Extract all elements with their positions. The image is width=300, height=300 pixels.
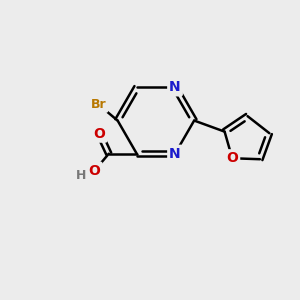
Text: Br: Br [91, 98, 106, 111]
Text: N: N [169, 147, 181, 161]
Text: H: H [76, 169, 86, 182]
Text: O: O [88, 164, 101, 178]
Text: N: N [169, 80, 181, 94]
Text: O: O [94, 127, 105, 141]
Text: O: O [226, 151, 238, 165]
